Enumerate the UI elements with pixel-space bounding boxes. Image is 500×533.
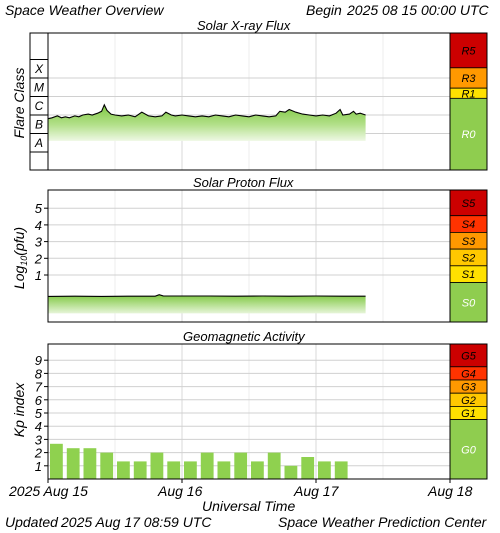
kp-bar xyxy=(334,461,348,479)
kp-ytick-label: 8 xyxy=(35,366,43,381)
xray-scale-label-r0: R0 xyxy=(461,129,476,141)
kp-ytick-label: 5 xyxy=(35,406,43,421)
kp-bar xyxy=(251,461,264,479)
kp-ytick-label: 4 xyxy=(35,419,42,434)
kp-bar xyxy=(66,448,80,479)
xray-panel-title: Solar X-ray Flux xyxy=(197,18,291,33)
kp-scale-label-g4: G4 xyxy=(461,368,476,380)
kp-bar xyxy=(267,452,281,479)
proton-scale-label-s4: S4 xyxy=(462,219,475,231)
proton-ytick-label: 3 xyxy=(35,235,43,250)
kp-bar xyxy=(301,457,315,479)
kp-scale-label-g2: G2 xyxy=(461,395,476,407)
x-tick-label-aug16: Aug 16 xyxy=(158,483,203,499)
kp-ytick-label: 2 xyxy=(34,446,43,461)
xray-ylabel: Flare Class xyxy=(11,68,27,139)
x-tick-label-aug15: 2025 Aug 15 xyxy=(9,483,88,499)
xray-class-tick-label: A xyxy=(34,136,43,150)
kp-bar xyxy=(167,461,181,479)
xray-scale-label-r5: R5 xyxy=(461,45,476,57)
kp-ylabel: Kp index xyxy=(11,382,27,437)
kp-ytick-label: 9 xyxy=(35,353,42,368)
kp-bar xyxy=(150,452,164,479)
xray-class-tick-label: M xyxy=(34,80,44,94)
updated-value: 2025 Aug 17 08:59 UTC xyxy=(61,514,212,530)
xray-scale-cell-r0 xyxy=(449,97,488,171)
proton-ytick-label: 5 xyxy=(35,201,43,216)
proton-scale-label-s5: S5 xyxy=(462,198,476,210)
page-title: Space Weather Overview xyxy=(5,2,164,18)
kp-bar xyxy=(200,452,214,479)
xray-scale-label-r1: R1 xyxy=(461,88,475,100)
proton-scale-label-s1: S1 xyxy=(462,269,475,281)
kp-plot-background xyxy=(48,344,487,479)
xray-plot-background xyxy=(48,33,487,170)
credit-label: Space Weather Prediction Center xyxy=(278,514,487,530)
kp-bar xyxy=(184,461,197,479)
proton-ylabel: Log10(pfu) xyxy=(11,227,29,289)
kp-bar xyxy=(234,452,248,479)
kp-bar xyxy=(318,461,331,479)
kp-ytick-label: 6 xyxy=(35,393,43,408)
x-tick-label-aug18: Aug 18 xyxy=(428,483,473,499)
xray-scale-label-r3: R3 xyxy=(461,73,476,85)
kp-bar xyxy=(50,443,63,479)
xray-class-tick-label: X xyxy=(34,62,44,76)
kp-panel-title: Geomagnetic Activity xyxy=(183,329,305,344)
proton-ytick-label: 2 xyxy=(34,251,43,266)
proton-scale-label-s0: S0 xyxy=(462,297,476,309)
proton-scale-label-s3: S3 xyxy=(462,236,476,248)
kp-scale-label-g5: G5 xyxy=(461,350,477,362)
kp-scale-label-g3: G3 xyxy=(461,382,477,394)
x-tick-label-aug17: Aug 17 xyxy=(294,483,339,499)
updated-label: Updated xyxy=(5,514,58,530)
xray-flux-line xyxy=(47,103,366,120)
proton-flux-area xyxy=(48,294,366,314)
proton-plot-border xyxy=(47,189,488,323)
proton-flux-line xyxy=(47,294,366,297)
proton-panel-title: Solar Proton Flux xyxy=(193,175,294,190)
proton-scale-label-s2: S2 xyxy=(462,252,475,264)
begin-value: 2025 08 15 00:00 UTC xyxy=(347,2,489,18)
kp-ytick-label: 7 xyxy=(35,380,43,395)
kp-bar xyxy=(133,461,147,479)
begin-label: Begin xyxy=(306,2,342,18)
kp-bar xyxy=(284,465,298,479)
proton-ytick-label: 4 xyxy=(35,218,42,233)
x-axis-label: Universal Time xyxy=(202,498,296,514)
xray-flux-area xyxy=(48,104,366,141)
kp-scale-label-g1: G1 xyxy=(461,408,476,420)
kp-ytick-label: 1 xyxy=(35,459,42,474)
proton-ytick-label: 1 xyxy=(35,268,42,283)
kp-scale-label-g0: G0 xyxy=(461,444,477,456)
kp-plot-border xyxy=(47,343,488,480)
kp-bar xyxy=(117,461,130,479)
kp-ytick-label: 3 xyxy=(35,432,43,447)
xray-plot-border xyxy=(47,32,488,171)
kp-bar xyxy=(83,448,97,479)
xray-class-tick-label: B xyxy=(35,117,43,131)
kp-bar xyxy=(100,452,114,479)
xray-class-tick-label: C xyxy=(35,99,44,113)
kp-bar xyxy=(217,461,231,479)
